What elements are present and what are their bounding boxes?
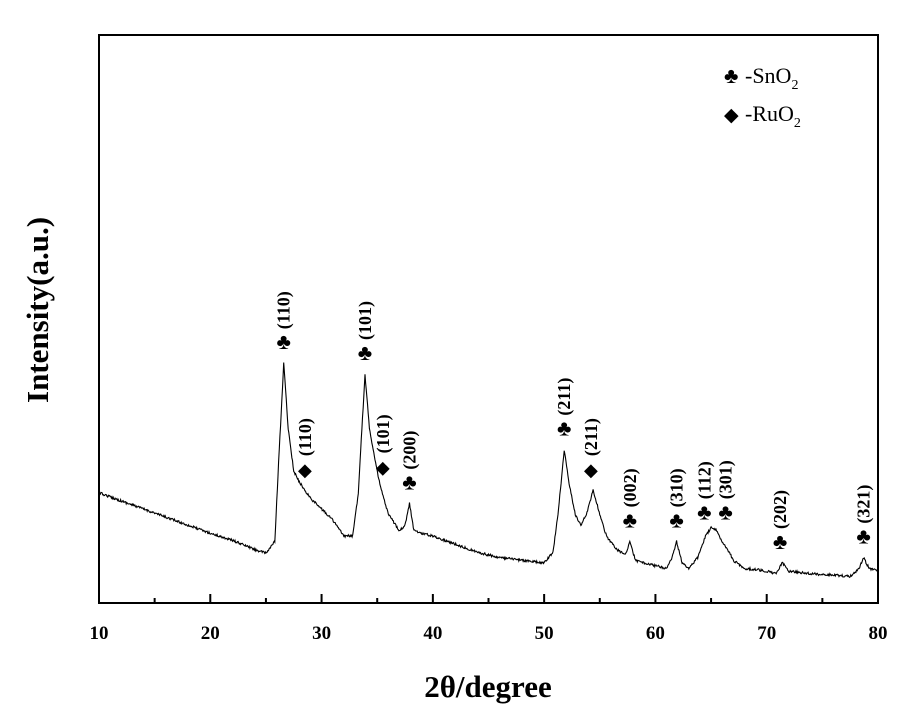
peak-hkl-label: (200): [399, 431, 420, 470]
peak-annotation: ◆ (110): [295, 418, 316, 480]
y-axis-title: Intensity(a.u.): [20, 217, 55, 403]
peak-annotation: ♣(211): [554, 378, 575, 441]
sno2-club-icon: ♣: [856, 524, 870, 549]
sno2-club-icon: ♣: [557, 416, 571, 441]
sno2-club-icon: ♣: [358, 340, 372, 365]
peak-hkl-label: (202): [770, 490, 791, 529]
peak-hkl-label: (301): [716, 460, 737, 499]
peak-annotation: ◆ (101): [373, 414, 394, 477]
sno2-club-icon: ♣: [718, 499, 732, 524]
peak-annotation: ♣(202): [770, 490, 791, 554]
peak-hkl-label: (112): [694, 461, 715, 499]
legend-label: -SnO2: [745, 63, 798, 93]
ruo2-diamond-icon: ◆: [298, 460, 312, 480]
x-tick-label: 30: [312, 623, 331, 644]
x-axis-title: 2θ/degree: [424, 669, 552, 704]
xrd-chart: 10 20 30 40 50 60 70 80 Intensity(a.u.) 2θ/degr…: [0, 0, 912, 724]
peak-annotation: ♣(101): [355, 301, 376, 365]
legend-entry: ♣ -SnO2: [724, 63, 798, 93]
x-tick-label: 70: [757, 623, 776, 644]
peak-hkl-label: (002): [620, 468, 641, 507]
peak-annotation: ♣(110): [274, 291, 295, 354]
peak-hkl-label: (101): [373, 414, 394, 453]
ruo2-diamond-icon: ◆: [584, 460, 598, 480]
series-layer: [99, 363, 878, 578]
sno2-club-icon: ♣: [623, 507, 637, 532]
x-tick-label: 20: [201, 623, 220, 644]
peak-hkl-label: (310): [667, 468, 688, 507]
sno2-club-icon: ♣: [669, 507, 683, 532]
x-axis: 10 20 30 40 50 60 70 80: [90, 594, 888, 644]
peak-hkl-label: (211): [554, 378, 575, 416]
x-tick-label: 50: [535, 623, 554, 644]
peak-annotation: ♣(310): [667, 468, 688, 532]
peak-hkl-label: (101): [355, 301, 376, 340]
peak-hkl-label: (110): [295, 418, 316, 456]
x-tick-label: 10: [90, 623, 109, 644]
peak-annotation: ♣(321): [854, 485, 875, 549]
x-tick-label: 80: [869, 623, 888, 644]
legend: ♣ -SnO2 ◆ -RuO2: [724, 63, 801, 131]
sno2-club-icon: ♣: [773, 529, 787, 554]
peak-annotation: ♣(301): [716, 460, 737, 524]
sno2-club-icon: ♣: [402, 470, 416, 495]
peak-hkl-label: (211): [581, 418, 602, 456]
legend-entry: ◆ -RuO2: [724, 101, 801, 131]
legend-label: -RuO2: [745, 101, 801, 131]
peak-hkl-label: (110): [274, 291, 295, 329]
series-line: [99, 363, 878, 578]
peak-annotation: ♣(200): [399, 431, 420, 495]
peak-annotation: ◆ (211): [581, 418, 602, 480]
x-tick-label: 40: [423, 623, 442, 644]
peak-annotation: ♣(002): [620, 468, 641, 532]
ruo2-diamond-icon: ◆: [724, 105, 739, 126]
peak-annotations: ♣(110)◆(110)♣(101)◆(101)♣(200)♣(211)◆(21…: [274, 291, 875, 554]
ruo2-diamond-icon: ◆: [376, 457, 390, 477]
peak-hkl-label: (321): [854, 485, 875, 524]
x-tick-label: 60: [646, 623, 665, 644]
sno2-club-icon: ♣: [277, 329, 291, 354]
sno2-club-icon: ♣: [697, 499, 711, 524]
sno2-club-icon: ♣: [724, 63, 738, 88]
peak-annotation: ♣(112): [694, 461, 715, 524]
